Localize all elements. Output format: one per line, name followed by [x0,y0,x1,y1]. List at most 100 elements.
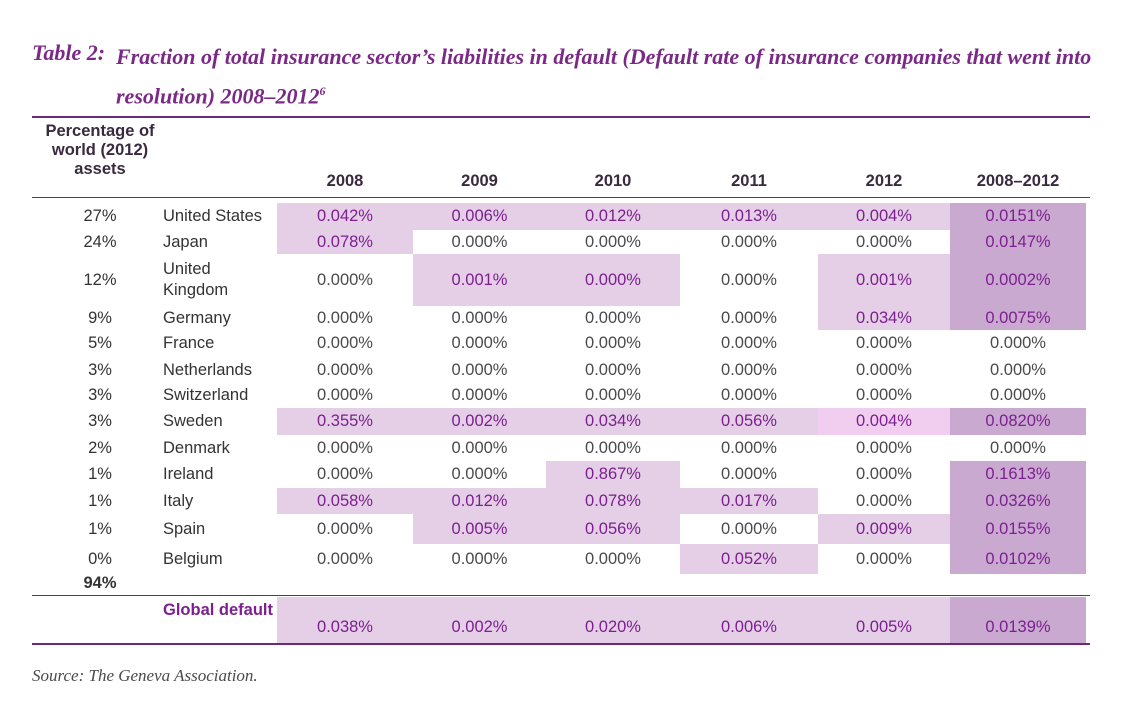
weight-column-header: Percentage of world (2012) assets [45,122,155,178]
table-cell: 0.000% [317,438,373,457]
cell-highlight [680,488,818,514]
column-header-0: 2008 [326,172,364,190]
table-cell: 0.058% [317,491,373,510]
row-weight: 12% [83,270,117,289]
row-weight: 0% [88,549,112,568]
table-cell: 0.006% [451,207,508,225]
table-cell: 0.000% [451,438,508,457]
table-cell: 0.012% [585,207,641,225]
cell-highlight [546,488,680,514]
table-cell: 0.000% [451,308,508,327]
table-cell: 0.034% [856,308,912,327]
table-cell: 0.005% [451,519,508,538]
table-cell: 0.000% [317,386,373,404]
row-weight: 9% [88,308,112,327]
cell-highlight [950,230,1086,254]
table-cell: 0.000% [721,386,777,404]
table-cell: 0.000% [317,334,373,352]
column-header-5: 2008–2012 [976,172,1060,190]
table-cell: 0.004% [856,412,912,430]
row-country: Switzerland [163,386,249,404]
column-header-3: 2011 [731,172,767,190]
table-cell: 0.012% [451,491,508,510]
table-cell: 0.000% [990,360,1046,379]
cell-highlight [818,306,950,330]
table-cell: 0.0102% [985,549,1051,568]
table-cell: 0.000% [856,465,912,483]
cell-highlight [680,544,818,574]
table-cell: 0.000% [317,360,373,379]
table-cell: 0.078% [585,491,641,510]
table-cell: 0.042% [317,207,373,225]
global-cell-highlight [546,597,680,643]
cell-highlight [950,514,1086,544]
cell-highlight [680,408,818,435]
table-cell: 0.000% [721,465,777,483]
cell-highlight [950,203,1086,230]
table-cell: 0.000% [451,232,508,251]
table-cell: 0.000% [451,549,508,568]
global-cell-highlight [818,597,950,643]
cell-highlight [546,254,680,306]
table-title-text: Fraction of total insurance sector’s lia… [116,40,1106,113]
table-cell: 0.000% [317,519,373,538]
table-cell: 0.001% [856,270,912,289]
row-weight: 3% [88,386,112,404]
table-cell: 0.000% [990,386,1046,404]
table-cell: 0.000% [451,465,508,483]
row-weight: 27% [83,207,117,225]
row-country: United States [163,207,263,225]
table-cell: 0.0151% [985,207,1051,225]
global-cell-highlight [950,597,1086,643]
row-weight: 1% [88,519,112,538]
cell-highlight [818,514,950,544]
cell-highlight [546,461,680,488]
table-label: Table 2: [32,40,106,65]
table-cell: 0.000% [317,270,373,289]
row-country: Denmark [163,438,230,457]
row-country: Japan [163,232,208,251]
row-country: United Kingdom [163,260,229,299]
table-cell: 0.000% [721,270,777,289]
table-cell: 0.0075% [985,308,1051,327]
table-cell: 0.000% [856,386,912,404]
cell-highlight [950,461,1086,488]
table-cell: 0.000% [856,438,912,457]
table-cell: 0.000% [585,270,641,289]
bottom-rule [32,643,1090,645]
header-rule [32,197,1090,198]
table-cell: 0.000% [317,549,373,568]
global-default-rate-label: Global default rate [163,601,308,619]
table-cell: 0.000% [856,549,912,568]
table-cell: 0.000% [856,232,912,251]
cell-highlight [277,408,413,435]
table-cell: 0.0155% [985,519,1051,538]
cell-highlight [413,408,546,435]
table-cell: 0.000% [721,360,777,379]
column-header-2: 2010 [594,172,632,190]
global-cell: 0.002% [451,617,508,636]
table-cell: 0.0326% [985,491,1051,510]
cell-highlight [818,408,950,435]
row-weight: 1% [88,491,112,510]
table-cell: 0.000% [856,491,912,510]
cell-highlight [546,514,680,544]
cell-highlight [818,254,950,306]
table-cell: 0.000% [721,438,777,457]
table-cell: 0.056% [721,412,777,430]
table-cell: 0.000% [585,334,641,352]
row-weight: 1% [88,465,112,483]
table-cell: 0.000% [451,386,508,404]
table-cell: 0.000% [585,308,641,327]
global-cell: 0.020% [585,617,641,636]
table-cell: 0.000% [856,334,912,352]
cell-highlight [680,203,818,230]
cell-highlight [950,408,1086,435]
cell-highlight [950,306,1086,330]
global-cell: 0.006% [721,617,777,636]
table-cell: 0.013% [721,207,777,225]
table-cell: 0.0147% [985,232,1051,251]
row-country: Italy [163,491,194,510]
cell-highlight [818,203,950,230]
column-header-4: 2012 [865,172,903,190]
